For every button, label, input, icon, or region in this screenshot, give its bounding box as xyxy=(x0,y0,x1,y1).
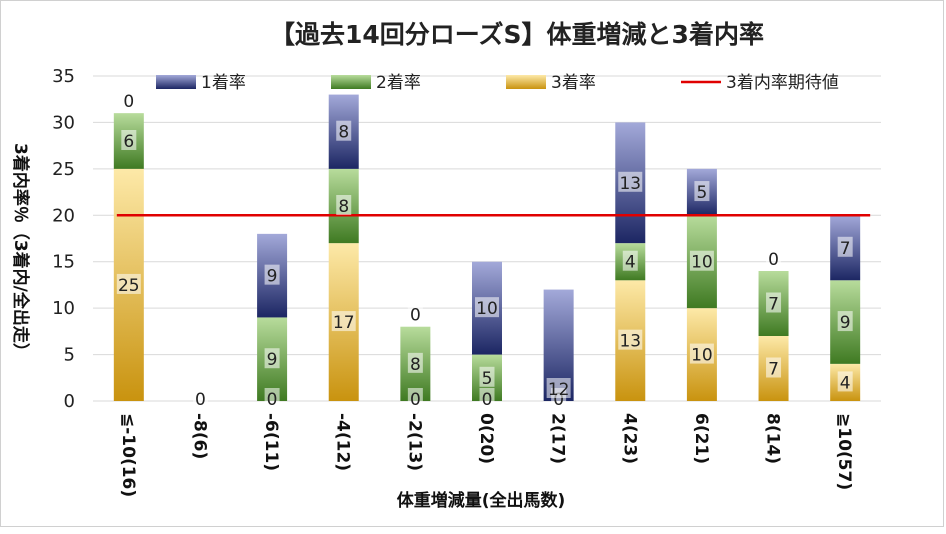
x-tick-label: 6(21) xyxy=(691,413,711,464)
legend-swatch-1 xyxy=(156,75,196,89)
data-label: 10 xyxy=(691,253,713,273)
y-tick-label: 15 xyxy=(52,252,75,273)
data-label: 0 xyxy=(123,92,134,112)
data-label: 7 xyxy=(768,295,779,315)
data-label-bg xyxy=(475,297,499,318)
legend: 1着率 2着率 3着率 3着内率期待値 xyxy=(156,73,839,93)
data-label: 8 xyxy=(338,123,349,143)
data-label-bg xyxy=(766,292,782,313)
data-label-bg xyxy=(116,273,141,294)
data-label: 9 xyxy=(267,267,278,287)
data-label: 13 xyxy=(619,332,641,352)
data-label: 25 xyxy=(118,276,140,296)
data-label: 10 xyxy=(476,299,498,319)
data-label: 12 xyxy=(548,380,570,400)
x-tick-label: -8(6) xyxy=(189,413,209,459)
chart-title: 【過去14回分ローズS】体重増減と3着内率 xyxy=(270,20,764,49)
y-tick-label: 30 xyxy=(52,112,75,133)
data-label: 10 xyxy=(691,346,713,366)
y-tick-label: 5 xyxy=(64,345,75,366)
data-label: 9 xyxy=(267,350,278,370)
data-label-bg xyxy=(766,357,782,378)
data-label-bg xyxy=(479,388,495,408)
data-label-bg xyxy=(121,130,137,150)
x-tick-label: 8(14) xyxy=(763,413,783,464)
data-label: 13 xyxy=(619,174,641,194)
data-label-bg xyxy=(618,171,643,192)
data-label-bg xyxy=(694,181,710,202)
data-label: 7 xyxy=(768,360,779,380)
data-label: 8 xyxy=(338,197,349,217)
legend-label-1: 1着率 xyxy=(201,73,246,93)
y-axis-title: 3着内率％（3着内/全出走） xyxy=(10,143,31,360)
data-label: 5 xyxy=(696,183,707,203)
data-label-bg xyxy=(622,250,638,271)
data-label-bg xyxy=(407,352,423,373)
data-label: 0 xyxy=(410,390,421,410)
y-tick-label: 0 xyxy=(64,391,75,412)
data-label-bg xyxy=(407,388,423,408)
data-label: 4 xyxy=(625,253,636,273)
legend-swatch-2 xyxy=(331,75,371,89)
data-label-bg xyxy=(264,388,280,408)
x-tick-label: ≦-10(16) xyxy=(118,413,138,497)
data-label: 4 xyxy=(840,373,851,393)
legend-label-3: 3着率 xyxy=(551,73,596,93)
data-label-bg xyxy=(837,236,853,257)
data-label-bg xyxy=(407,303,423,324)
data-label: 0 xyxy=(410,306,421,326)
x-axis-ticks: ≦-10(16) -8(6) -6(11) -4(12) -2(13) 0(20) 2(17… xyxy=(118,413,854,497)
x-tick-label: 2(17) xyxy=(548,413,568,464)
y-axis-ticks: 0 5 10 15 20 25 30 35 xyxy=(52,66,75,412)
data-label-bg xyxy=(766,248,782,268)
data-label-bg xyxy=(546,378,571,398)
data-label: 6 xyxy=(123,132,134,152)
data-label: 0 xyxy=(195,390,206,410)
data-label-bg xyxy=(689,250,714,271)
y-tick-label: 10 xyxy=(52,298,75,319)
data-label-bg xyxy=(689,343,714,364)
data-label: 0 xyxy=(482,390,493,410)
legend-label-expected: 3着内率期待値 xyxy=(726,73,839,93)
x-tick-label: -4(12) xyxy=(333,413,353,471)
x-tick-label: ≧10(57) xyxy=(834,413,854,490)
x-tick-label: -2(13) xyxy=(404,413,424,471)
data-label: 0 xyxy=(553,390,564,410)
y-tick-label: 35 xyxy=(52,66,75,87)
data-label-bg xyxy=(479,366,495,387)
data-label: 5 xyxy=(482,369,493,389)
data-label-bg xyxy=(264,348,280,369)
data-label-bg xyxy=(618,329,643,350)
data-label-bg xyxy=(192,388,208,408)
legend-swatch-3 xyxy=(506,75,546,89)
y-tick-label: 20 xyxy=(52,205,75,226)
x-tick-label: 0(20) xyxy=(476,413,496,464)
data-label-bg xyxy=(121,90,137,111)
data-label: 7 xyxy=(840,239,851,259)
data-label: 0 xyxy=(768,250,779,270)
data-label: 17 xyxy=(333,313,355,333)
data-label-bg xyxy=(837,371,853,392)
data-label: 9 xyxy=(840,313,851,333)
x-tick-label: -6(11) xyxy=(261,413,281,471)
data-label-bg xyxy=(264,264,280,285)
data-label: 0 xyxy=(267,390,278,410)
x-axis-title: 体重増減量(全出馬数) xyxy=(397,490,566,511)
x-tick-label: 4(23) xyxy=(619,413,639,464)
data-label: 8 xyxy=(410,355,421,375)
data-label-bg xyxy=(837,311,853,332)
legend-label-2: 2着率 xyxy=(376,73,421,93)
data-label-bg xyxy=(331,311,356,332)
data-label-bg xyxy=(336,195,352,215)
y-tick-label: 25 xyxy=(52,159,75,180)
data-label-bg xyxy=(336,120,352,141)
